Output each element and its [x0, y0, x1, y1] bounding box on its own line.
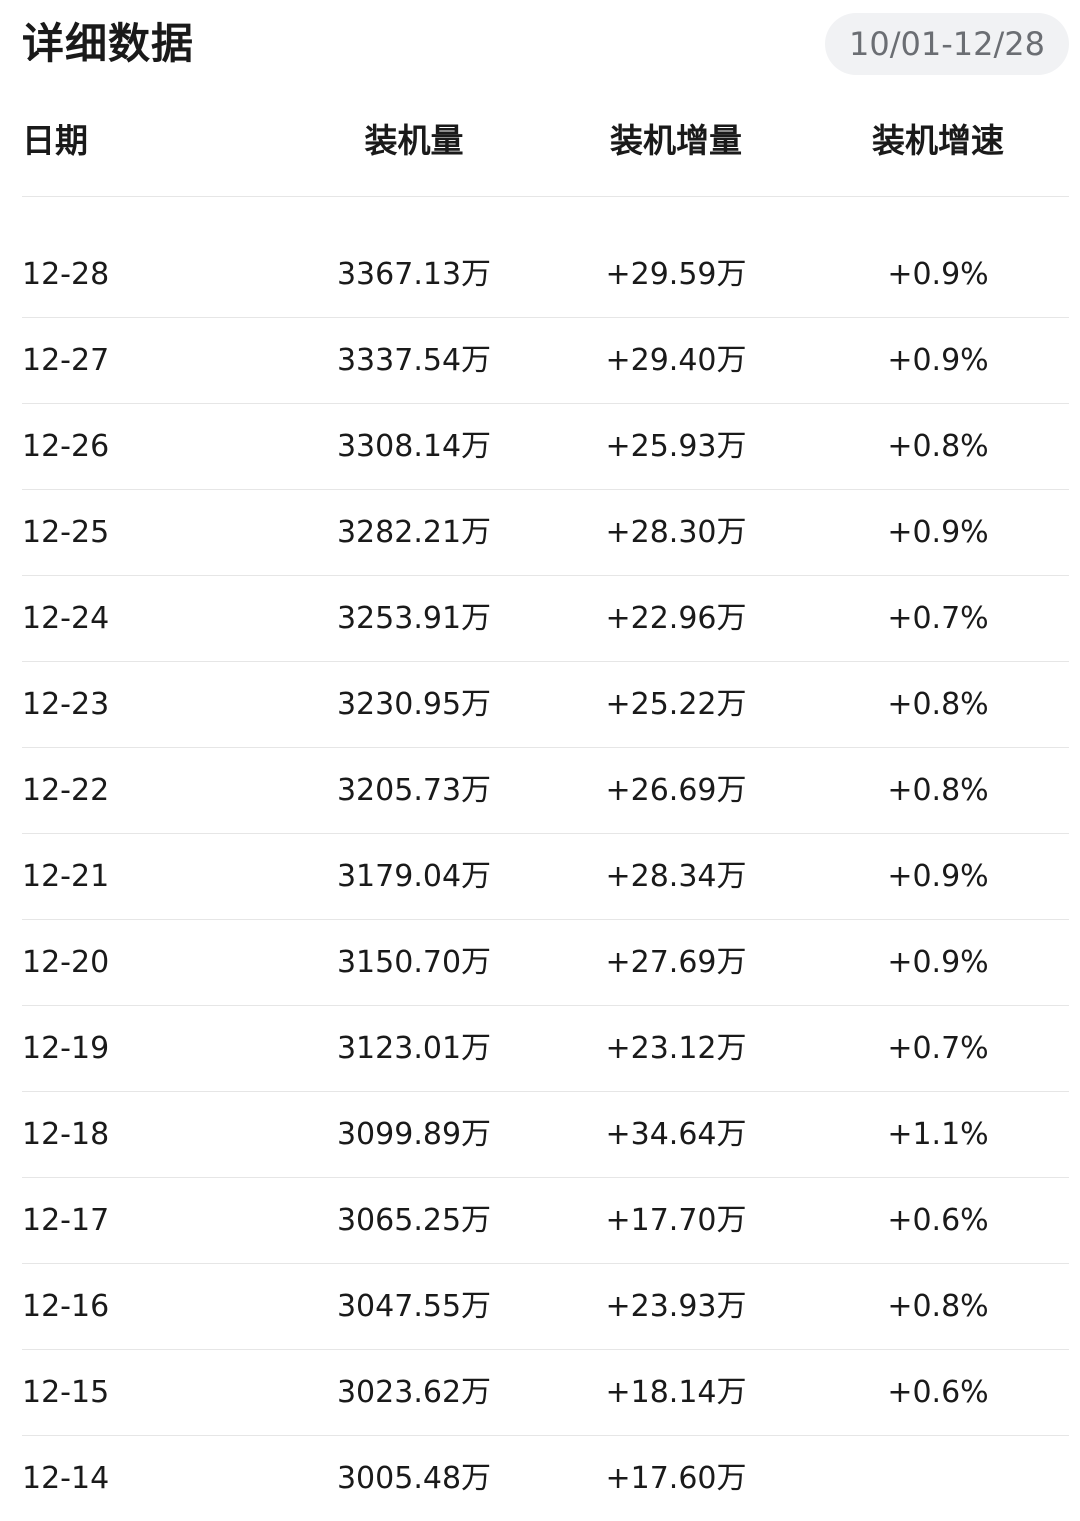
- cell-date: 12-28: [22, 257, 110, 292]
- table-row: 12-28 3367.13万 +29.59万 +0.9%: [22, 232, 1069, 318]
- cell-install-increment: +25.22万: [605, 687, 747, 722]
- cell-install-increment: +34.64万: [605, 1117, 747, 1152]
- cell-installs: 3123.01万: [336, 1031, 492, 1066]
- cell-install-increment: +27.69万: [605, 945, 747, 980]
- cell-installs: 3253.91万: [336, 601, 492, 636]
- cell-install-growth: +0.7%: [887, 601, 989, 636]
- table-row: 12-25 3282.21万 +28.30万 +0.9%: [22, 490, 1069, 576]
- cell-date: 12-18: [22, 1117, 110, 1152]
- cell-installs: 3023.62万: [336, 1375, 492, 1410]
- cell-installs: 3367.13万: [336, 257, 492, 292]
- cell-install-growth: +0.9%: [887, 257, 989, 292]
- cell-install-growth: +0.9%: [887, 343, 989, 378]
- column-header-install-growth: 装机增速: [872, 121, 1004, 160]
- table-row: 12-16 3047.55万 +23.93万 +0.8%: [22, 1264, 1069, 1350]
- date-range-selector[interactable]: 10/01-12/28: [825, 13, 1069, 75]
- cell-date: 12-15: [22, 1375, 110, 1410]
- table-body: 12-28 3367.13万 +29.59万 +0.9% 12-27 3337.54万 +2…: [22, 197, 1069, 1521]
- cell-date: 12-25: [22, 515, 110, 550]
- table-row: 12-26 3308.14万 +25.93万 +0.8%: [22, 404, 1069, 490]
- cell-install-growth: +1.1%: [887, 1117, 989, 1152]
- cell-installs: 3047.55万: [336, 1289, 492, 1324]
- cell-installs: 3205.73万: [336, 773, 492, 808]
- cell-installs: 3282.21万: [336, 515, 492, 550]
- cell-install-growth: +0.6%: [887, 1203, 989, 1238]
- table-row: 12-23 3230.95万 +25.22万 +0.8%: [22, 662, 1069, 748]
- table-header: 日期 装机量 装机增量 装机增速: [22, 96, 1069, 197]
- cell-date: 12-17: [22, 1203, 110, 1238]
- cell-date: 12-24: [22, 601, 110, 636]
- cell-install-increment: +17.70万: [605, 1203, 747, 1238]
- cell-install-growth: +0.8%: [887, 1289, 989, 1324]
- cell-date: 12-21: [22, 859, 110, 894]
- column-header-date: 日期: [22, 121, 88, 160]
- column-header-install-increment: 装机增量: [610, 121, 742, 160]
- cell-date: 12-26: [22, 429, 110, 464]
- cell-install-growth: +0.8%: [887, 773, 989, 808]
- cell-installs: 3308.14万: [336, 429, 492, 464]
- cell-date: 12-16: [22, 1289, 110, 1324]
- cell-date: 12-27: [22, 343, 110, 378]
- table-row: 12-19 3123.01万 +23.12万 +0.7%: [22, 1006, 1069, 1092]
- table-row: 12-18 3099.89万 +34.64万 +1.1%: [22, 1092, 1069, 1178]
- cell-date: 12-19: [22, 1031, 110, 1066]
- cell-install-growth: +0.9%: [887, 945, 989, 980]
- table-row: 12-21 3179.04万 +28.34万 +0.9%: [22, 834, 1069, 920]
- cell-install-increment: +23.12万: [605, 1031, 747, 1066]
- cell-date: 12-20: [22, 945, 110, 980]
- cell-install-growth: +0.9%: [887, 859, 989, 894]
- cell-installs: 3179.04万: [336, 859, 492, 894]
- cell-install-increment: +29.59万: [605, 257, 747, 292]
- cell-install-growth: +0.6%: [887, 1375, 989, 1410]
- cell-install-increment: +29.40万: [605, 343, 747, 378]
- cell-install-increment: +25.93万: [605, 429, 747, 464]
- cell-installs: 3150.70万: [336, 945, 492, 980]
- table-row: 12-27 3337.54万 +29.40万 +0.9%: [22, 318, 1069, 404]
- cell-installs: 3005.48万: [336, 1461, 492, 1496]
- cell-install-increment: +28.30万: [605, 515, 747, 550]
- cell-install-increment: +17.60万: [605, 1461, 747, 1496]
- cell-install-growth: [808, 1436, 1068, 1521]
- cell-installs: 3099.89万: [336, 1117, 492, 1152]
- cell-installs: 3230.95万: [336, 687, 492, 722]
- table-row: 12-24 3253.91万 +22.96万 +0.7%: [22, 576, 1069, 662]
- table-row: 12-14 3005.48万 +17.60万: [22, 1436, 1069, 1521]
- cell-install-growth: +0.7%: [887, 1031, 989, 1066]
- page-title: 详细数据: [22, 19, 195, 68]
- cell-install-growth: +0.8%: [887, 687, 989, 722]
- table-row: 12-22 3205.73万 +26.69万 +0.8%: [22, 748, 1069, 834]
- column-header-installs: 装机量: [364, 121, 464, 160]
- cell-install-increment: +26.69万: [605, 773, 747, 808]
- cell-install-increment: +28.34万: [605, 859, 747, 894]
- cell-date: 12-22: [22, 773, 110, 808]
- data-table: 日期 装机量 装机增量 装机增速 12-28 3367.13万 +29.59万 +0.…: [0, 96, 1080, 1521]
- header: 详细数据 10/01-12/28: [0, 0, 1080, 96]
- table-row: 12-15 3023.62万 +18.14万 +0.6%: [22, 1350, 1069, 1436]
- table-row: 12-20 3150.70万 +27.69万 +0.9%: [22, 920, 1069, 1006]
- cell-install-increment: +22.96万: [605, 601, 747, 636]
- cell-date: 12-23: [22, 687, 110, 722]
- cell-install-increment: +18.14万: [605, 1375, 747, 1410]
- cell-installs: 3337.54万: [336, 343, 492, 378]
- cell-install-increment: +23.93万: [605, 1289, 747, 1324]
- cell-install-growth: +0.8%: [887, 429, 989, 464]
- cell-date: 12-14: [22, 1461, 110, 1496]
- table-row: 12-17 3065.25万 +17.70万 +0.6%: [22, 1178, 1069, 1264]
- cell-installs: 3065.25万: [336, 1203, 492, 1238]
- cell-install-growth: +0.9%: [887, 515, 989, 550]
